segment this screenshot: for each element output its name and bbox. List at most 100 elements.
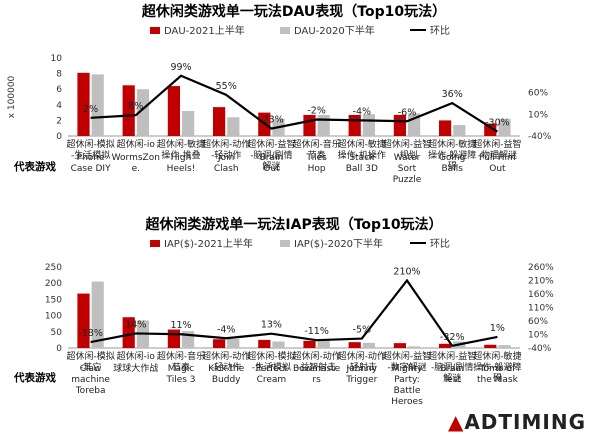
bar-current (122, 317, 135, 348)
ratio-data-label: -2% (307, 106, 326, 117)
bar-current (484, 123, 497, 136)
y2-tick-label: 160% (528, 290, 554, 300)
category-label: 超休闲-动作-轻动作 (202, 350, 250, 373)
y-tick-label: 50 (51, 328, 63, 338)
game-label: 球球大作战 (113, 362, 158, 374)
game-label: Brain Test (440, 364, 464, 385)
game-label: Bowmaste rs (293, 364, 341, 385)
category-label: 超休闲-益智-物理解谜 (473, 138, 521, 161)
ratio-data-label: 1% (490, 323, 505, 334)
legend-label-ratio: 环比 (430, 238, 450, 250)
brand-mark-icon: ▲ (447, 410, 465, 434)
y-tick-label: 150 (45, 295, 62, 305)
chart-title: 超休闲类游戏单一玩法IAP表现（Top10玩法） (144, 216, 442, 233)
bar-current (77, 293, 90, 348)
bar-current (122, 85, 135, 136)
y2-tick-label: 10% (528, 110, 548, 120)
ratio-data-label: 210% (393, 267, 420, 278)
bar-previous (272, 341, 285, 348)
y2-tick-label: 260% (528, 263, 554, 273)
category-label: 超休闲-敏捷操作-躲避障碍 (428, 138, 476, 172)
ratio-data-label: -18% (78, 328, 103, 339)
game-label: Tiles Hop (305, 153, 327, 174)
legend-label-ratio: 环比 (430, 25, 450, 37)
category-label: 超休闲-敏捷操作-躲避障碍 (473, 350, 521, 384)
bar-previous (362, 342, 376, 348)
bar-previous (91, 281, 104, 348)
category-label: 超休闲-音乐节奏 (292, 138, 340, 161)
bar-current (167, 86, 180, 136)
game-label: Join Clash (214, 153, 239, 174)
y-tick-label: 4 (56, 101, 62, 111)
category-label: 超休闲-模拟-其它 (66, 350, 114, 373)
ratio-data-label: 2% (83, 104, 98, 115)
game-label: Brain Out (260, 153, 284, 174)
ratio-data-label: 99% (170, 62, 191, 73)
y-tick-label: 10 (51, 54, 63, 64)
game-label: Johnny Trigger (345, 364, 377, 385)
y-tick-label: 250 (45, 263, 62, 273)
ratio-data-label: -32% (440, 332, 465, 343)
y-tick-label: 0 (56, 132, 62, 142)
dau-chart: 超休闲类游戏单一玩法DAU表现（Top10玩法） DAU-2021上半年 DAU-2… (0, 0, 600, 215)
category-label: 超休闲-动作-轻射击 (338, 350, 386, 373)
ratio-data-label: -4% (353, 106, 372, 117)
bar-previous (453, 125, 466, 136)
bar-current (438, 343, 452, 348)
y2-tick-label: -40% (528, 344, 552, 354)
bar-current (348, 114, 361, 136)
category-label: 超休闲-模拟-生活模拟 (247, 350, 295, 373)
ratio-data-label: 13% (261, 320, 282, 331)
y-tick-label: 8 (56, 70, 62, 80)
bar-previous (136, 89, 150, 136)
ratio-line (90, 74, 498, 133)
game-label: Kick the Buddy (208, 364, 245, 385)
category-label: 超休闲-动作-益智射击 (292, 350, 340, 373)
y2-tick-label: 210% (528, 277, 554, 287)
y2-tick-label: -40% (528, 132, 552, 142)
category-label: 超休闲-io (117, 350, 156, 362)
ratio-data-label: 14% (125, 319, 146, 330)
games-row-label: 代表游戏 (13, 160, 56, 173)
y-axis-label: x 100000 (7, 75, 17, 118)
bar-previous (498, 118, 511, 136)
bar-previous (317, 114, 330, 136)
bar-current (393, 343, 406, 348)
bar-current (303, 114, 316, 136)
category-label: 超休闲-益智-数字解谜 (383, 350, 431, 373)
bar-current (484, 344, 497, 348)
iap-chart: 超休闲类游戏单一玩法IAP表现（Top10玩法） IAP($)-2021上半年 IA… (0, 215, 600, 440)
legend-label-previous: IAP($)-2020下半年 (294, 237, 383, 250)
game-label: Stack Ball 3D (346, 153, 378, 174)
category-label: 超休闲-音乐节奏 (157, 350, 205, 373)
category-label: 超休闲-益智-脑洞/剧情解谜 (428, 350, 476, 384)
y-tick-label: 100 (45, 312, 62, 322)
category-label: 超休闲-益智-规划 (383, 138, 431, 161)
ratio-data-label: -5% (353, 325, 372, 336)
ratio-data-label: -4% (217, 324, 236, 335)
game-label: Perfect Cream (256, 364, 288, 385)
brand-logo: ▲ADTIMING (448, 410, 586, 434)
legend-swatch-current (150, 240, 160, 247)
bar-previous (362, 114, 376, 136)
game-label: Water Sort Puzzle (393, 153, 422, 185)
bar-previous (498, 345, 511, 348)
game-label: Pull Him Out (479, 153, 516, 174)
category-label: 超休闲-动作-轻动作 (202, 138, 250, 161)
bar-current (77, 72, 90, 136)
legend-label-current: DAU-2021上半年 (164, 24, 245, 37)
legend-swatch-previous (280, 27, 290, 34)
ratio-data-label: -23% (259, 115, 284, 126)
bar-current (212, 339, 226, 348)
y-tick-label: 2 (56, 116, 62, 126)
y2-tick-label: 10% (528, 331, 548, 341)
y2-tick-label: 110% (528, 304, 554, 314)
ratio-data-label: -6% (398, 107, 417, 118)
ratio-data-label: 8% (128, 101, 143, 112)
y-tick-label: 0 (56, 344, 62, 354)
ratio-data-label: -11% (304, 326, 329, 337)
bar-previous (91, 74, 104, 136)
y-tick-label: 200 (45, 279, 62, 289)
dau-chart-svg: 超休闲类游戏单一玩法DAU表现（Top10玩法） DAU-2021上半年 DAU-2… (7, 3, 552, 185)
category-label: 超休闲-io (117, 138, 156, 150)
